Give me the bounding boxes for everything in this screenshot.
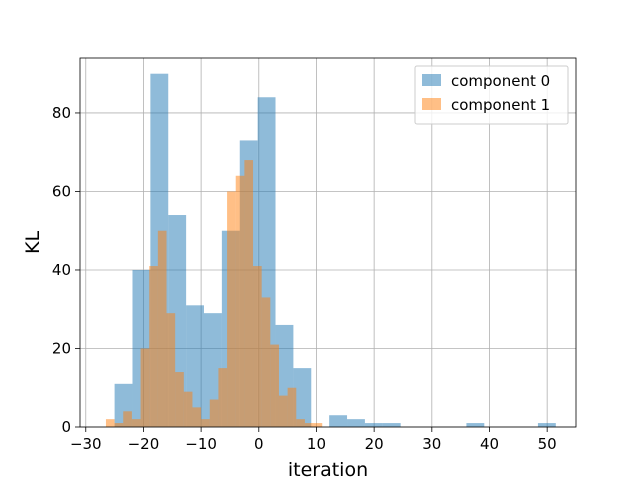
histogram-bar-component-1 bbox=[253, 266, 262, 427]
legend-label-component-1: component 1 bbox=[451, 96, 550, 114]
histogram-bar-component-1 bbox=[140, 348, 150, 427]
histogram-bar-component-0 bbox=[364, 423, 383, 427]
histogram-bar-component-1 bbox=[192, 407, 202, 427]
legend-box bbox=[414, 65, 569, 125]
y-tick-label: 80 bbox=[52, 104, 71, 122]
legend: component 0 component 1 bbox=[414, 65, 569, 125]
histogram-bar-component-0 bbox=[466, 423, 485, 427]
x-tick-label: 30 bbox=[422, 435, 441, 453]
histogram-bar-component-1 bbox=[166, 313, 176, 427]
histogram-bar-component-1 bbox=[235, 175, 245, 427]
histogram-bar-component-1 bbox=[227, 191, 236, 427]
y-tick-label: 20 bbox=[52, 339, 71, 357]
legend-label-component-0: component 0 bbox=[451, 72, 550, 90]
histogram-bar-component-1 bbox=[313, 423, 323, 427]
legend-swatch-component-0 bbox=[422, 74, 441, 86]
histogram-bar-component-1 bbox=[123, 411, 132, 427]
x-tick-label: 0 bbox=[254, 435, 264, 453]
histogram-bar-component-1 bbox=[278, 395, 288, 427]
histogram-bar-component-0 bbox=[293, 368, 312, 427]
histogram-bar-component-1 bbox=[183, 391, 193, 427]
x-tick-label: −20 bbox=[128, 435, 160, 453]
histogram-bar-component-1 bbox=[149, 266, 158, 427]
histogram-bar-component-1 bbox=[131, 419, 141, 427]
y-axis-title: KL bbox=[22, 231, 44, 254]
histogram-bar-component-1 bbox=[201, 419, 210, 427]
histogram-bar-component-1 bbox=[270, 344, 279, 427]
histogram-bar-component-1 bbox=[175, 372, 184, 427]
bars bbox=[105, 73, 556, 428]
histogram-bar-component-0 bbox=[382, 423, 401, 427]
histogram-bar-component-1 bbox=[244, 160, 254, 427]
histogram-bar-component-1 bbox=[218, 368, 228, 427]
x-tick-label: 50 bbox=[538, 435, 557, 453]
y-tick-label: 60 bbox=[52, 182, 71, 200]
x-tick-label: −10 bbox=[185, 435, 217, 453]
legend-swatch-component-1 bbox=[422, 98, 441, 110]
x-tick-label: −30 bbox=[70, 435, 102, 453]
x-tick-label: 10 bbox=[307, 435, 326, 453]
x-tick-label: 40 bbox=[480, 435, 499, 453]
y-tick-label: 0 bbox=[61, 418, 71, 436]
y-tick-label: 40 bbox=[52, 261, 71, 279]
histogram-bar-component-1 bbox=[296, 419, 305, 427]
histogram-bar-component-0 bbox=[537, 423, 556, 427]
histogram-bar-component-1 bbox=[304, 423, 314, 427]
histogram-bar-component-1 bbox=[105, 419, 115, 427]
axis-ticks: −30 −20 −10 0 10 20 30 40 50 0 20 40 60 80 bbox=[52, 104, 557, 453]
histogram-bar-component-0 bbox=[347, 419, 365, 427]
x-axis-title: iteration bbox=[288, 459, 368, 480]
histogram-bar-component-1 bbox=[209, 399, 219, 427]
histogram-bar-component-1 bbox=[157, 230, 167, 427]
histogram-bar-component-0 bbox=[329, 415, 348, 427]
histogram-bar-component-1 bbox=[114, 423, 124, 427]
plot-frame bbox=[79, 57, 577, 428]
histogram-bar-component-0 bbox=[204, 313, 222, 427]
x-tick-label: 20 bbox=[365, 435, 384, 453]
histogram-bar-component-1 bbox=[287, 387, 297, 427]
histogram-bar-component-1 bbox=[261, 297, 271, 427]
